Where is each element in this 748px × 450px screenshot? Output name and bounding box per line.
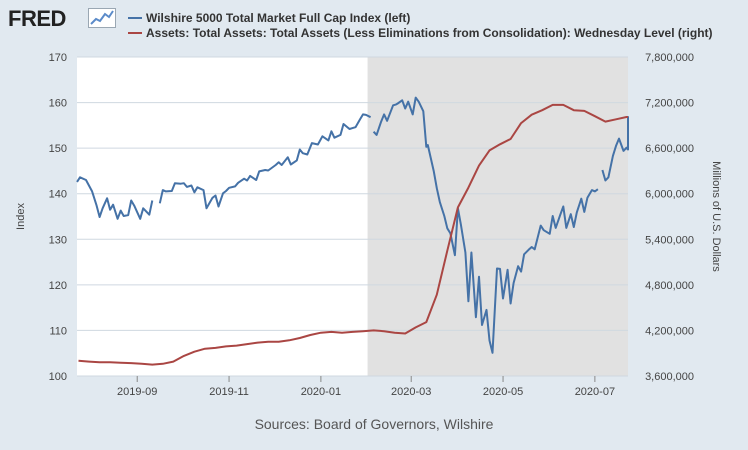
legend-item-wilshire[interactable]: Wilshire 5000 Total Market Full Cap Inde… (128, 10, 713, 25)
y-left-tick-label: 170 (49, 52, 67, 64)
series-line-total-assets[interactable] (78, 103, 629, 366)
legend-label-wilshire: Wilshire 5000 Total Market Full Cap Inde… (146, 10, 411, 25)
y-left-axis-title: Index (15, 203, 27, 230)
y-left-tick-label: 100 (49, 371, 67, 383)
legend-swatch-wilshire (128, 16, 142, 19)
y-right-tick-label: 6,000,000 (645, 189, 694, 201)
x-tick-label: 2020-01 (301, 386, 341, 398)
y-left-tick-label: 150 (49, 143, 67, 155)
y-left-tick-label: 160 (49, 98, 67, 110)
chart-legend: Wilshire 5000 Total Market Full Cap Inde… (128, 10, 713, 40)
series-line-wilshire[interactable] (76, 96, 629, 354)
y-right-tick-label: 4,200,000 (645, 325, 694, 337)
y-left-tick-label: 110 (49, 325, 67, 337)
x-tick-label: 2019-09 (117, 386, 157, 398)
y-right-tick-label: 6,600,000 (645, 143, 694, 155)
legend-item-total-assets[interactable]: Assets: Total Assets: Total Assets (Less… (128, 25, 713, 40)
y-left-tick-label: 140 (49, 189, 67, 201)
y-left-tick-label: 130 (49, 234, 67, 246)
x-tick-label: 2019-11 (209, 386, 249, 398)
y-right-tick-label: 7,200,000 (645, 98, 694, 110)
y-left-tick-label: 120 (49, 280, 67, 292)
fred-logo[interactable]: FRED (8, 6, 66, 31)
y-right-tick-label: 7,800,000 (645, 52, 694, 64)
legend-label-total-assets: Assets: Total Assets: Total Assets (Less… (146, 25, 713, 40)
y-right-tick-label: 5,400,000 (645, 234, 694, 246)
y-right-tick-label: 4,800,000 (645, 280, 694, 292)
legend-swatch-total-assets (128, 31, 142, 34)
x-tick-label: 2020-05 (483, 386, 523, 398)
x-tick-label: 2020-03 (391, 386, 431, 398)
y-right-tick-label: 3,600,000 (645, 371, 694, 383)
x-tick-label: 2020-07 (575, 386, 615, 398)
chart-source[interactable]: Sources: Board of Governors, Wilshire (254, 416, 494, 432)
fred-chart-icon (88, 8, 116, 28)
y-right-axis-title: Millions of U.S. Dollars (710, 161, 722, 272)
